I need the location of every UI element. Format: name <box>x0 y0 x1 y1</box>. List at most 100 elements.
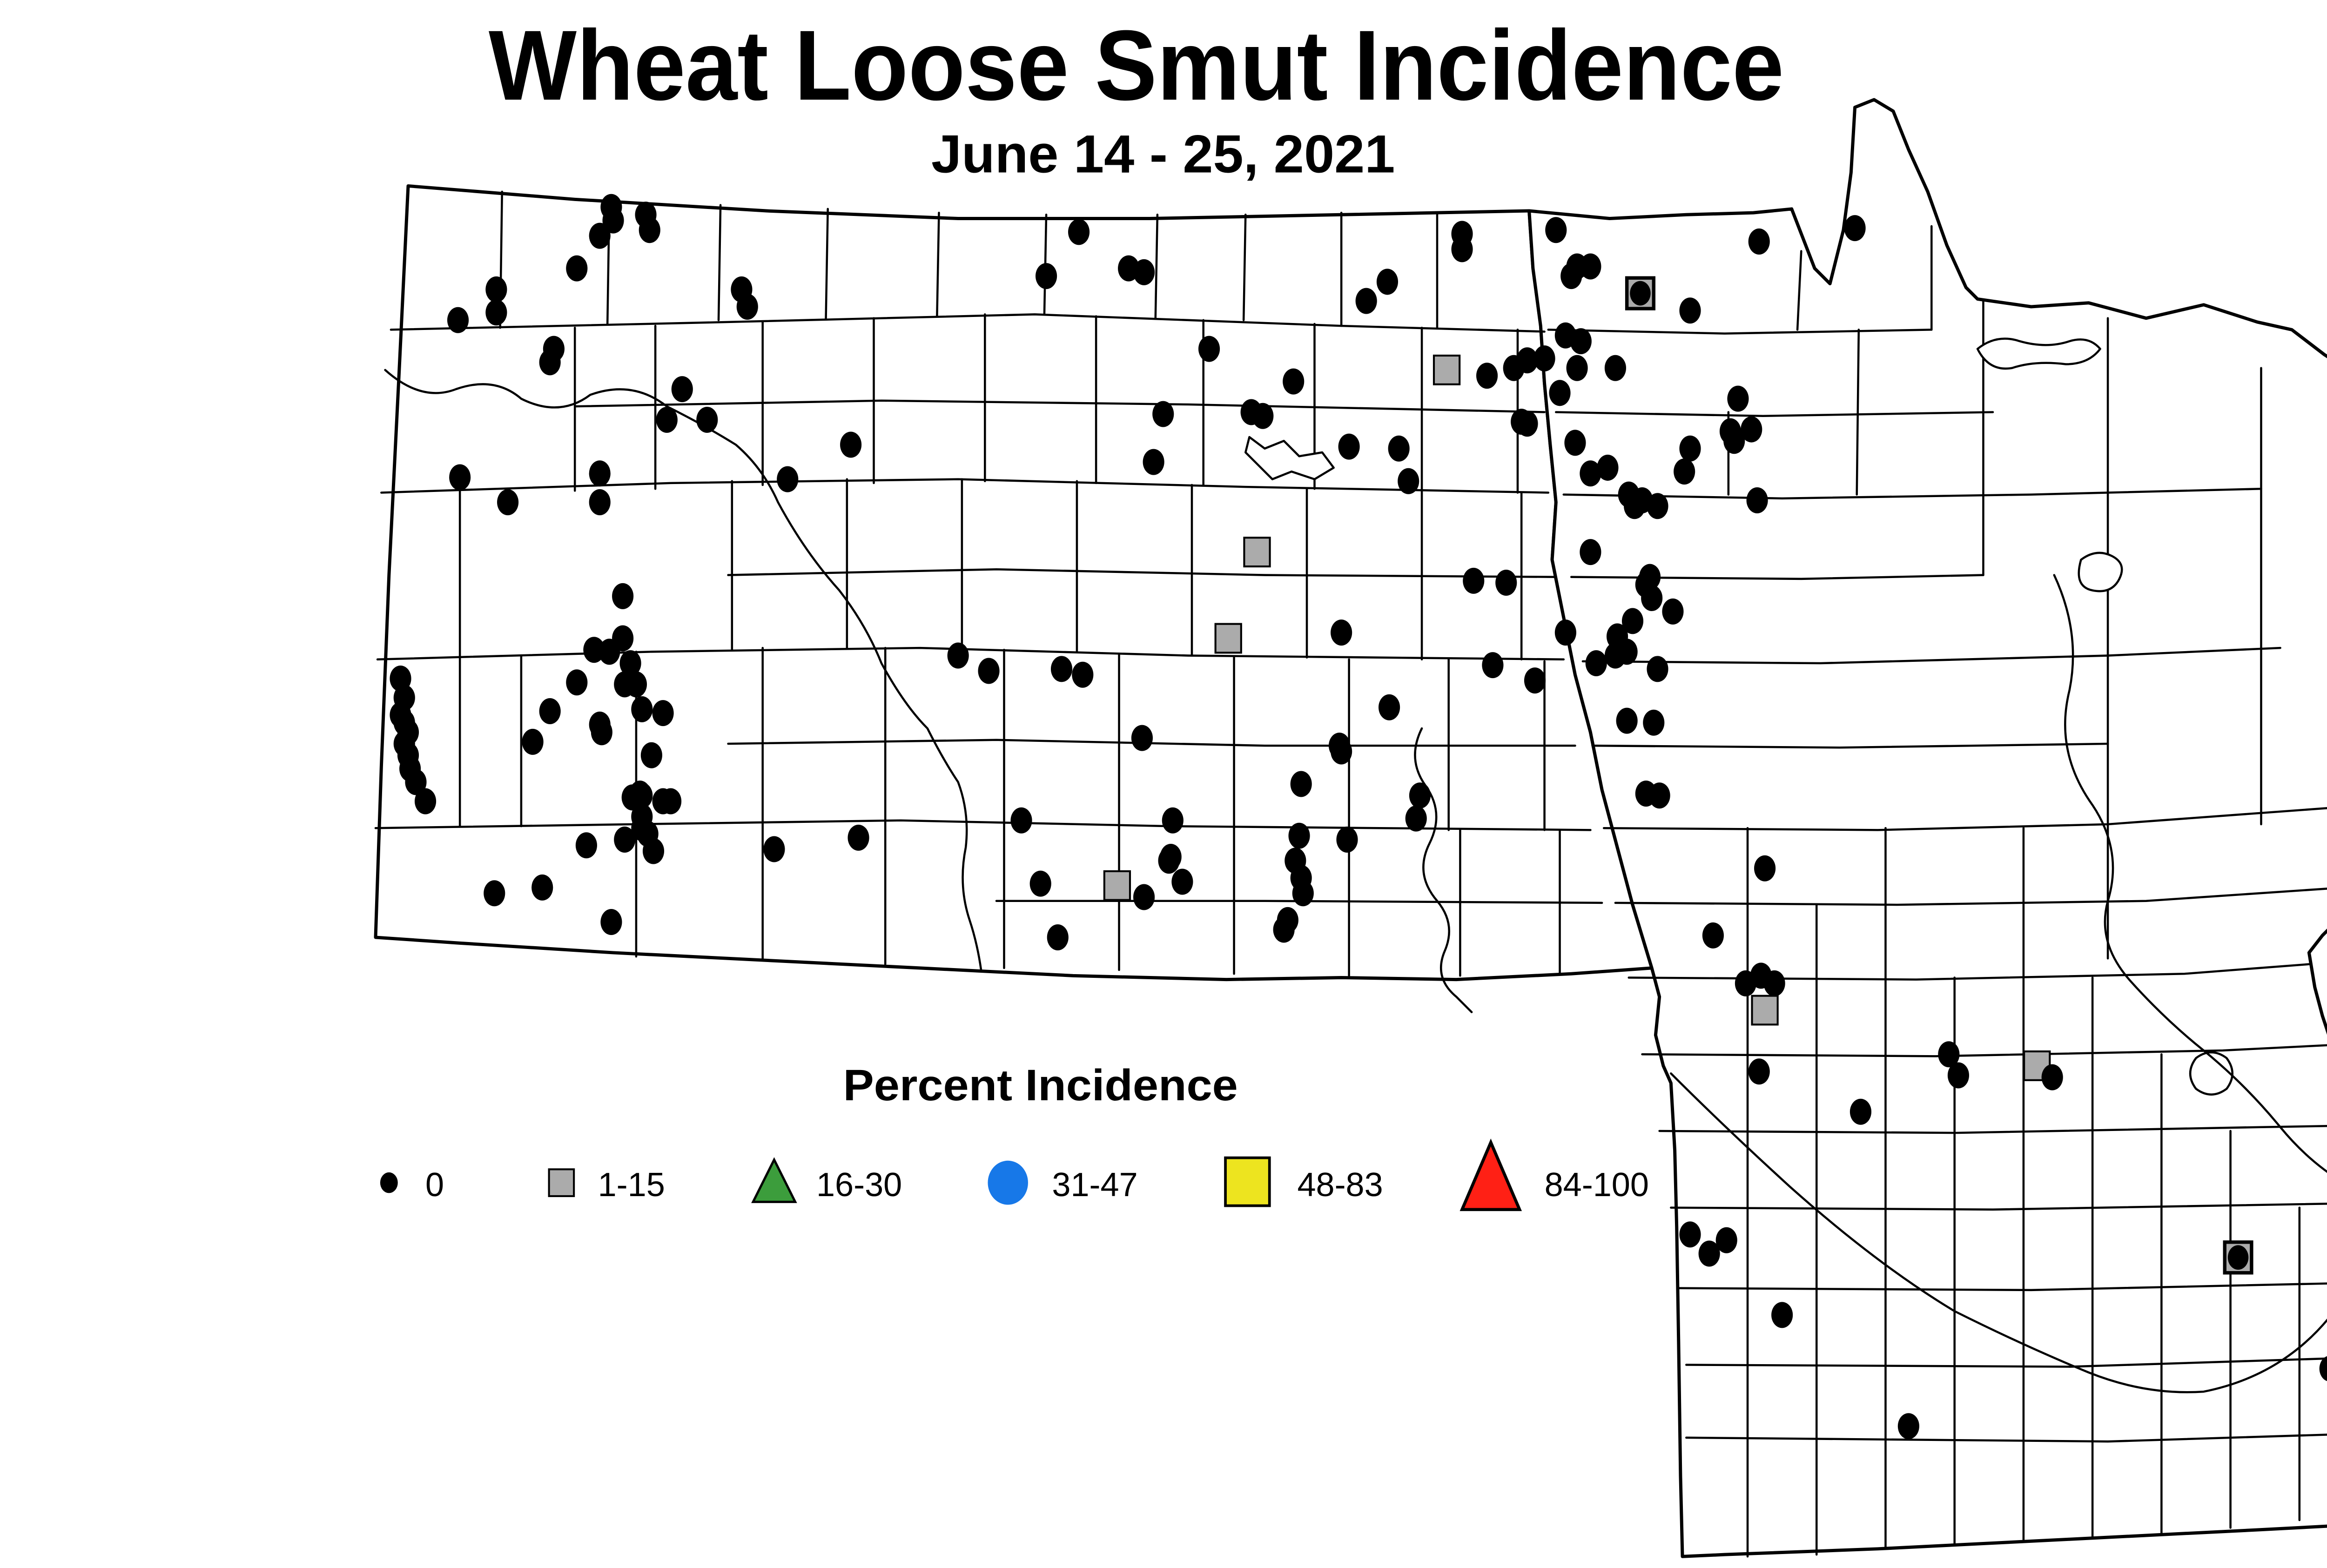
legend-gray-square-icon <box>548 1168 575 1198</box>
site-dot-0 <box>1566 355 1588 381</box>
county-line <box>825 208 829 319</box>
site-dot-0 <box>652 700 674 727</box>
legend-label-0: 0 <box>425 1166 444 1204</box>
site-dot-0 <box>619 650 641 677</box>
site-dot-0 <box>1580 460 1601 487</box>
site-dot-0 <box>1050 656 1073 682</box>
site-dot-0 <box>1748 228 1770 255</box>
site-dot-0 <box>1554 619 1576 646</box>
site-dot-0 <box>1133 259 1155 285</box>
site-dot-0 <box>1290 771 1312 797</box>
site-dot-0 <box>1648 782 1670 809</box>
site-dot-0 <box>639 217 660 243</box>
site-dot-0 <box>1597 454 1619 481</box>
mille-lacs-lake <box>2189 1051 2233 1096</box>
site-dot-0 <box>1131 725 1153 751</box>
site-dot-0 <box>612 583 634 609</box>
site-dot-0 <box>1482 652 1504 679</box>
site-dot-0 <box>840 431 862 458</box>
site-dot-0 <box>539 349 561 376</box>
site-dot-0 <box>1252 403 1274 429</box>
sheyenne-river <box>1414 727 1473 1013</box>
site-dot-0 <box>1679 435 1701 462</box>
site-dot-0 <box>449 464 471 491</box>
site-dot-0 <box>1549 380 1571 406</box>
site-dot-0 <box>1133 884 1155 910</box>
site-dot-0 <box>1047 924 1069 950</box>
site-dot-0 <box>1409 782 1431 809</box>
site-dot-0 <box>978 658 1000 684</box>
site-dot-0 <box>1068 219 1090 245</box>
site-dot-0 <box>1564 430 1586 456</box>
site-square-1-15 <box>1751 995 1779 1026</box>
site-dot-0 <box>2319 1356 2327 1381</box>
site-dot-0 <box>1621 608 1644 634</box>
red-lake <box>1976 337 2101 370</box>
site-dot-0 <box>1727 385 1749 412</box>
site-dot-0 <box>625 671 647 698</box>
site-dot-0 <box>1338 433 1360 460</box>
county-line <box>1685 1357 2327 1368</box>
site-dot-0 <box>1947 1062 1969 1089</box>
county-line <box>376 646 1565 661</box>
site-dot-0 <box>1516 347 1538 374</box>
legend-blue-circle-icon <box>988 1160 1028 1205</box>
county-line <box>1242 214 1247 322</box>
county-line <box>1602 807 2327 831</box>
site-dot-0 <box>405 769 427 795</box>
site-dot-0 <box>1616 707 1638 734</box>
site-dot-0 <box>1283 368 1305 395</box>
site-dot-0 <box>1158 848 1180 874</box>
rivers-lakes <box>384 337 2327 1393</box>
leech-lake <box>2078 552 2123 592</box>
site-dot-0 <box>777 466 799 492</box>
site-dot-0 <box>947 642 969 669</box>
legend: Percent Incidence 0 1-15 16-30 31-47 48-… <box>380 1061 1649 1211</box>
page-title: Wheat Loose Smut Incidence <box>489 10 1784 121</box>
county-line <box>1677 1282 2327 1292</box>
site-dot-0 <box>1376 269 1399 295</box>
site-dot-0 <box>566 255 588 282</box>
site-dot-0 <box>736 293 758 320</box>
site-dot-0 <box>1355 288 1377 314</box>
site-dot-0 <box>1844 215 1866 242</box>
site-dot-0 <box>1533 345 1555 372</box>
site-dot-0 <box>2227 1245 2249 1270</box>
site-dot-0 <box>1698 1240 1720 1267</box>
site-dot-0 <box>1723 428 1745 454</box>
site-dot-0 <box>1849 1098 1872 1125</box>
site-dot-0 <box>447 307 469 333</box>
site-dot-0 <box>642 838 665 864</box>
mississippi-river <box>2053 574 2327 1173</box>
county-line <box>1591 742 2109 749</box>
legend-label-16-30: 16-30 <box>816 1166 902 1204</box>
county-line <box>1685 1433 2327 1443</box>
site-dot-0 <box>1029 870 1051 897</box>
site-dot-0 <box>1545 217 1567 243</box>
site-dot-0 <box>1398 468 1419 494</box>
site-dot-0 <box>1198 336 1220 362</box>
site-dot-0 <box>485 299 507 326</box>
county-line <box>573 399 1546 413</box>
site-dot-0 <box>566 669 588 696</box>
county-line <box>936 211 940 317</box>
site-dot-0 <box>640 742 662 768</box>
legend-yellow-square-icon <box>1224 1156 1271 1207</box>
site-dot-0 <box>1763 970 1785 996</box>
site-dot-0 <box>2041 1064 2063 1090</box>
site-dot-0 <box>1938 1041 1960 1068</box>
site-dot-0 <box>1405 805 1427 832</box>
legend-label-48-83: 48-83 <box>1297 1166 1383 1204</box>
site-dot-0 <box>1292 880 1314 907</box>
site-dot-0 <box>1328 733 1351 759</box>
site-dot-0 <box>1754 855 1776 882</box>
county-line <box>1856 329 1860 496</box>
site-dot-0 <box>1495 570 1517 596</box>
site-dot-0 <box>621 784 643 811</box>
site-dot-0 <box>631 696 653 722</box>
site-dot-0 <box>1674 458 1695 485</box>
county-line <box>1562 487 2262 500</box>
site-dot-0 <box>1273 916 1295 943</box>
missouri-river <box>384 369 982 971</box>
county-line <box>390 313 1546 333</box>
